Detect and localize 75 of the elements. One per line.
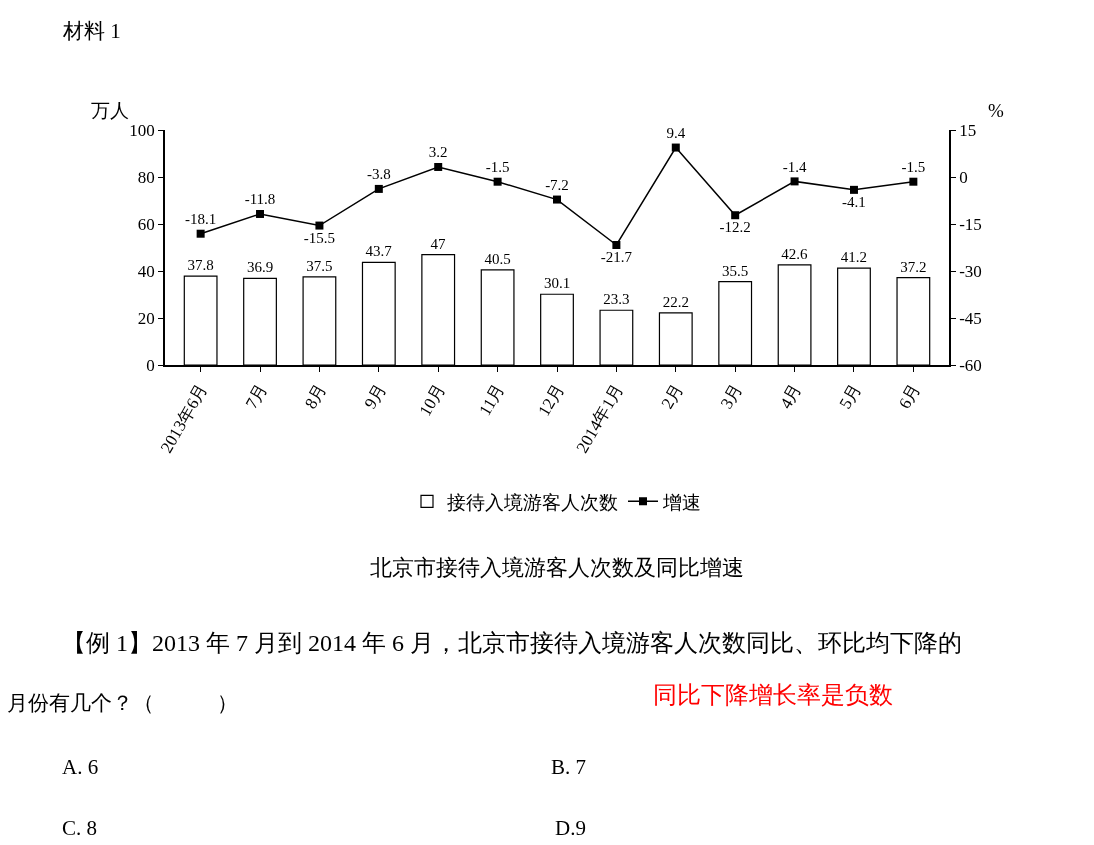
y2-tick-label: -15 xyxy=(959,214,982,234)
y2-tick-label: -30 xyxy=(959,261,982,281)
data-label: -12.2 xyxy=(719,219,751,236)
data-label: 43.7 xyxy=(365,243,393,260)
text: 材料 1 xyxy=(62,19,121,43)
text: A. 6 xyxy=(62,755,99,779)
x-tick-label: 6月 xyxy=(894,380,925,412)
y-tick-label: 100 xyxy=(129,120,155,140)
point xyxy=(909,177,918,186)
data-label: -1.4 xyxy=(782,158,807,175)
data-label: -7.2 xyxy=(545,176,569,193)
legend-label: 接待入境游客人次数 xyxy=(447,491,618,513)
data-label: 41.2 xyxy=(840,249,868,266)
point xyxy=(849,185,858,194)
y2-tick-label: 0 xyxy=(959,167,968,187)
y2-tick-label: -45 xyxy=(959,308,982,328)
data-label: -3.8 xyxy=(366,166,391,183)
data-label: 3.2 xyxy=(428,144,448,161)
x-tick-label: 12月 xyxy=(534,380,568,420)
y2-axis-title: % xyxy=(988,100,1004,121)
y-axis-title: 万人 xyxy=(91,100,129,121)
text: D.9 xyxy=(555,816,586,840)
point xyxy=(256,209,265,218)
y-tick-label: 80 xyxy=(137,167,155,187)
data-label: 23.3 xyxy=(603,291,630,308)
data-label: 42.6 xyxy=(781,245,808,262)
data-label: 47 xyxy=(430,235,446,252)
x-tick-label: 11月 xyxy=(475,380,509,419)
y-tick-label: 60 xyxy=(137,214,155,234)
x-tick-label: 4月 xyxy=(776,380,806,412)
point xyxy=(790,177,799,186)
point xyxy=(315,221,324,230)
point xyxy=(612,240,621,249)
point xyxy=(434,162,443,171)
data-label: -18.1 xyxy=(185,210,217,227)
data-label: 40.5 xyxy=(484,250,511,267)
x-tick-label: 5月 xyxy=(835,380,865,412)
data-label: 37.5 xyxy=(306,257,333,274)
data-label: 37.8 xyxy=(187,257,214,274)
x-tick-label: 3月 xyxy=(716,380,747,412)
text: 【例 1】2013 年 7 月到 2014 年 6 月，北京市接待入境游客人次数同比、环比均下降的 xyxy=(62,630,962,656)
data-label: 30.1 xyxy=(543,275,571,292)
point xyxy=(374,184,383,193)
text: 月份有几个？（ ） xyxy=(7,691,238,715)
text: 北京市接待入境游客人次数及同比增速 xyxy=(370,555,744,580)
text: B. 7 xyxy=(551,755,587,779)
point xyxy=(671,143,680,152)
x-tick-label: 8月 xyxy=(301,380,331,412)
data-label: -11.8 xyxy=(244,191,276,208)
data-label: 35.5 xyxy=(722,262,749,279)
data-label: 22.2 xyxy=(662,293,689,310)
legend-label: 增速 xyxy=(662,491,701,513)
point xyxy=(196,229,205,238)
y2-tick-label: -60 xyxy=(959,355,982,375)
text: 同比下降增长率是负数 xyxy=(653,682,893,708)
y2-tick-label: 15 xyxy=(959,120,977,140)
data-label: -1.5 xyxy=(485,158,510,175)
data-label: 37.2 xyxy=(900,258,927,275)
y-tick-label: 0 xyxy=(146,355,155,375)
x-tick-label: 7月 xyxy=(241,380,271,412)
text: C. 8 xyxy=(62,816,98,840)
data-label: -15.5 xyxy=(303,229,336,246)
y-tick-label: 40 xyxy=(137,261,155,281)
data-label: -21.7 xyxy=(600,249,633,266)
point xyxy=(553,195,561,204)
point xyxy=(493,177,502,186)
data-label: -1.5 xyxy=(901,158,926,175)
x-tick-label: 2月 xyxy=(657,380,687,412)
point xyxy=(731,211,740,220)
data-label: 9.4 xyxy=(666,124,686,141)
y-tick-label: 20 xyxy=(137,308,155,328)
data-label: -4.1 xyxy=(842,194,866,211)
x-tick-label: 10月 xyxy=(415,380,450,420)
x-tick-label: 9月 xyxy=(360,380,390,412)
data-label: 36.9 xyxy=(246,259,274,276)
